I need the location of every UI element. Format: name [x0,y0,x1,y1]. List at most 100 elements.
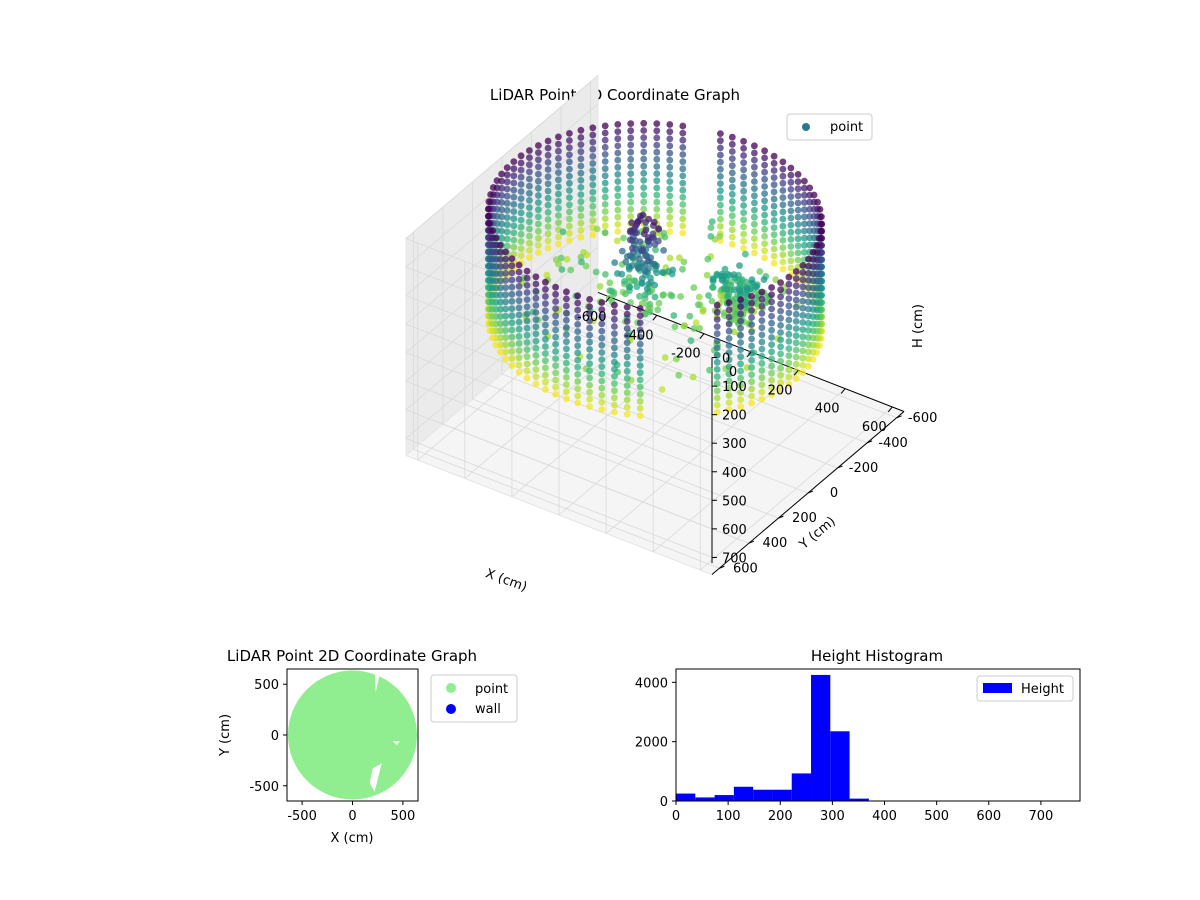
plot-3d-point [770,209,778,217]
plot-3d-point [653,141,661,149]
plot-3d-point [768,362,775,370]
plot-3d-point [544,137,552,145]
plot-3d-point [563,352,570,360]
plot-3d-point [768,298,775,306]
plot-3d-ytick-label: 200 [792,511,817,526]
plot-3d-point [577,191,585,199]
plot-3d-point [794,192,802,200]
plot-3d-point [515,261,523,269]
plot-3d-point [598,341,606,349]
plot-3d-point [544,159,552,166]
plot-3d-point [574,321,582,328]
plot-3d-point [640,162,648,170]
plot-3d-point [707,224,715,232]
plot-3d-point [614,156,622,164]
plot-3d-point [623,303,631,311]
plot-3d-point [563,388,570,396]
plot-3d-point [640,230,648,238]
plot-3d-point [748,349,755,357]
plot-3d-point [502,312,509,320]
plot-3d-point [653,163,661,170]
plot-3d-point [566,187,573,194]
plot-3d-point [713,323,721,330]
plot-3d-point [552,319,559,327]
plot-3d-point [801,234,808,242]
plot-3d-point [566,165,573,173]
plot-3d-point [577,126,585,134]
plot-3d-gridline-h [405,238,713,358]
plot-3d-point [728,233,736,241]
plot-3d-point [589,217,597,225]
plot-3d-point [768,376,775,384]
plot-3d-point [623,339,631,347]
plot-3d-gridline-y [413,448,720,569]
plot-3d-point [799,290,807,298]
plot-3d-point [627,205,635,213]
plot-3d-gridline-h [405,409,713,530]
plot-3d-point [535,242,542,249]
plot-3d-point [785,380,793,388]
plot-3d-point [653,170,661,178]
plot-3d-point [577,253,585,261]
plot-3d-gridline-h [405,437,713,558]
plot-3d-point [586,331,593,339]
plot-3d-ztick-label: 300 [722,437,747,452]
plot-3d-point [770,159,778,167]
plot-3d-point [679,172,687,180]
plot-3d-point [601,136,609,144]
plot-3d-point [730,286,738,293]
plot-3d-point [574,385,582,392]
plot-3d-xtick-label: 400 [815,402,840,417]
plot-3d-point [756,268,764,275]
plot-3d-point [751,228,758,235]
plot-3d-point [566,215,573,223]
plot-3d-point [792,296,800,304]
plot-3d-point [503,171,511,179]
plot-3d-point [751,242,758,250]
plot-3d-point [751,171,758,178]
plot-3d-point [787,257,795,265]
plot-3d-point [589,210,597,217]
plot-2d-ytick-label: 0 [271,729,279,744]
plot-2d-legend-point-label: point [475,682,508,697]
plot-3d-point [779,194,787,202]
plot-3d-point [601,222,609,230]
plot-3d-point [737,317,744,325]
plot-3d-point [640,119,648,127]
plot-3d-point [627,177,635,185]
plot-3d-point [779,201,787,209]
plot-3d-point [626,283,634,291]
plot-3d-xtick-mark [652,315,658,321]
plot-3d-point [661,354,669,361]
plot-3d-point [787,214,795,222]
plot-3d-point [574,399,582,407]
plot-3d-point [542,378,549,386]
plot-3d-ytick-label: -600 [908,411,938,426]
plot-3d-point [713,301,721,309]
plot-3d-point [717,194,724,202]
plot-3d-point [799,340,807,348]
plot-3d-point [517,252,525,260]
plot-3d-point [552,369,559,377]
plot-3d-point [728,169,736,177]
plot-3d-point [777,329,784,336]
plot-3d-point [563,374,570,381]
plot-3d-point [679,129,687,137]
plot-3d-point [666,156,674,164]
histogram-title: Height Histogram [811,647,943,665]
plot-3d-point [708,297,716,305]
plot-3d-point [748,307,755,314]
plot-3d-point [523,346,531,353]
histogram-xtick-label: 500 [924,809,949,824]
plot-3d-point [659,269,666,276]
plot-3d-point [805,312,812,320]
plot-3d-point [532,316,540,324]
plot-3d-point [806,198,814,206]
plot-3d-point [544,244,552,252]
plot-3d-point [768,305,775,313]
plot-3d-point [577,184,585,191]
plot-3d-point [758,345,766,353]
plot-3d-point [611,365,618,373]
plot-3d-point [544,180,552,188]
plot-3d-point [555,197,562,205]
